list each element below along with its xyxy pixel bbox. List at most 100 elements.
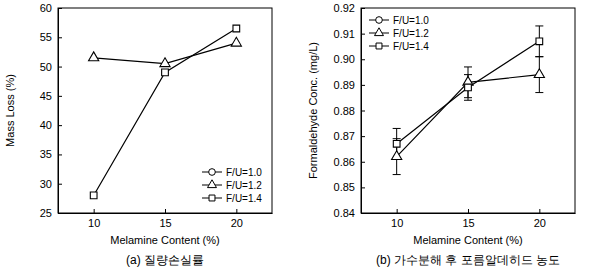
y-tick-mark (361, 187, 365, 188)
y-axis-title: Mass Loss (%) (4, 74, 16, 147)
error-cap (393, 174, 401, 175)
point-marker (534, 69, 544, 78)
y-tick: 0.89 (334, 79, 365, 91)
y-tick-label: 30 (40, 178, 52, 190)
y-tick: 0.87 (334, 130, 365, 142)
y-tick-label: 0.85 (334, 181, 355, 193)
x-tick: 20 (231, 209, 243, 229)
error-bar (535, 26, 543, 57)
point-marker (90, 192, 97, 199)
x-axis: 10 15 20 (59, 209, 273, 229)
y-tick: 60 (40, 2, 62, 14)
legend-label: F/U=1.0 (226, 167, 262, 178)
x-tick: 10 (88, 209, 100, 229)
y-tick-label: 0.88 (334, 105, 355, 117)
chart-title: (b) 가수분해 후 포름알데히드 농도 (376, 253, 560, 267)
point-marker (162, 69, 169, 76)
plot-area (89, 25, 242, 199)
x-tick: 15 (462, 209, 474, 229)
y-tick-label: 55 (40, 31, 52, 43)
legend-marker (376, 43, 382, 49)
y-tick-mark (58, 67, 62, 68)
error-cap (393, 128, 401, 129)
x-axis-title: Melamine Content (%) (110, 234, 219, 246)
legend-label: F/U=1.2 (393, 28, 429, 39)
y-tick-label: 0.89 (334, 79, 355, 91)
y-axis: 0.84 0.85 0.86 0.87 0.88 0.89 0.90 0.91 0.92 (334, 2, 365, 219)
legend-marker (375, 28, 384, 36)
y-tick-label: 25 (40, 207, 52, 219)
legend-label: F/U=1.2 (226, 180, 262, 191)
y-tick-label: 0.92 (334, 2, 355, 14)
plot-frame (361, 8, 575, 213)
x-tick-mark (468, 209, 469, 213)
x-axis-title: Melamine Content (%) (413, 234, 522, 246)
point-marker (536, 38, 543, 45)
point-marker (393, 140, 400, 147)
y-tick-mark (58, 184, 62, 185)
x-tick: 10 (391, 209, 403, 229)
error-cap (535, 25, 543, 26)
legend-entry: F/U=1.4 (369, 41, 429, 52)
y-tick: 30 (40, 178, 62, 190)
x-axis-line (59, 213, 273, 214)
error-cap (535, 56, 543, 57)
y-tick: 45 (40, 90, 62, 102)
x-tick: 15 (159, 209, 171, 229)
legend-marker (209, 195, 215, 201)
x-tick-label: 20 (231, 217, 243, 229)
legend-entry: F/U=1.0 (202, 167, 262, 178)
y-tick-mark (361, 8, 365, 9)
legend-label: F/U=1.0 (393, 15, 429, 26)
y-axis-title: Formaldehyde Conc. (mg/L) (307, 42, 319, 179)
y-tick-label: 0.91 (334, 28, 355, 40)
y-tick-label: 0.87 (334, 130, 355, 142)
figure: 2530354045505560101520Melamine Content (… (0, 0, 606, 273)
y-tick-label: 45 (40, 90, 52, 102)
point-marker (392, 151, 402, 160)
legend-marker (376, 17, 383, 24)
y-tick-label: 0.84 (334, 207, 355, 219)
series-line (397, 75, 540, 157)
y-tick: 0.84 (334, 207, 365, 219)
point-marker (465, 84, 472, 91)
series-line (397, 41, 540, 143)
y-tick: 0.85 (334, 181, 365, 193)
y-tick-mark (58, 8, 62, 9)
y-tick: 0.86 (334, 156, 365, 168)
legend-entry: F/U=1.0 (369, 15, 429, 26)
legend-marker (208, 180, 217, 188)
x-tick-label: 15 (159, 217, 171, 229)
error-cap (464, 66, 472, 67)
panel: 0.84 0.85 0.86 0.87 0.88 0.89 0.90 0.91 0.92 10 15… (307, 2, 576, 267)
point-marker (233, 25, 240, 32)
y-tick-mark (58, 37, 62, 38)
x-axis-line (362, 213, 576, 214)
y-tick-mark (361, 59, 365, 60)
y-axis: 2530354045505560 (40, 2, 62, 219)
error-cap (535, 56, 543, 57)
y-tick-label: 50 (40, 61, 52, 73)
plot-frame (58, 8, 272, 213)
legend: F/U=1.0 F/U=1.2 F/U=1.4 (369, 15, 429, 52)
legend-marker (209, 169, 216, 176)
x-tick-mark (165, 209, 166, 213)
y-tick-mark (361, 111, 365, 112)
y-tick-mark (361, 162, 365, 163)
legend-label: F/U=1.4 (393, 41, 429, 52)
panel: 2530354045505560101520Melamine Content (… (4, 2, 273, 267)
y-tick: 35 (40, 148, 62, 160)
y-tick-label: 0.86 (334, 156, 355, 168)
point-marker (231, 37, 241, 46)
x-tick-mark (397, 209, 398, 213)
x-tick-label: 10 (88, 217, 100, 229)
y-tick: 0.91 (334, 28, 365, 40)
y-tick: 0.88 (334, 105, 365, 117)
plot-area (392, 26, 545, 175)
legend-entry: F/U=1.2 (202, 180, 262, 191)
x-tick-label: 10 (391, 217, 403, 229)
x-tick-mark (539, 209, 540, 213)
y-tick: 0.90 (334, 53, 365, 65)
x-tick-mark (236, 209, 237, 213)
error-cap (464, 100, 472, 101)
